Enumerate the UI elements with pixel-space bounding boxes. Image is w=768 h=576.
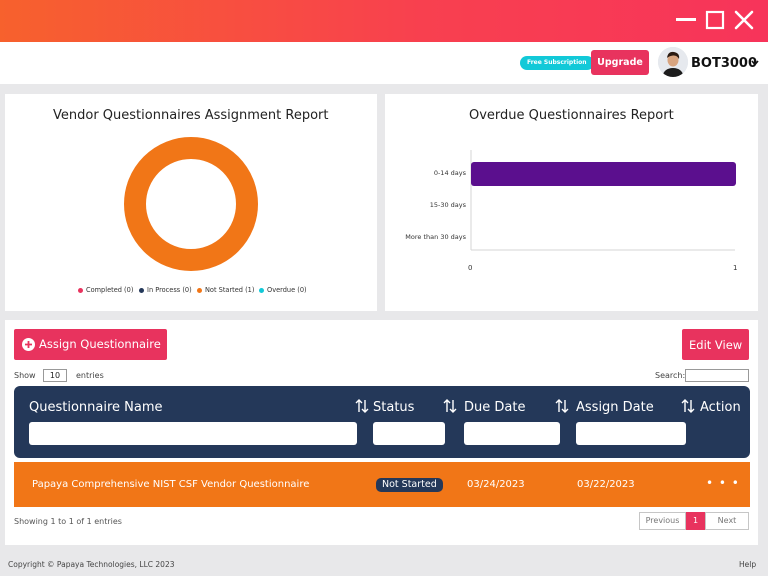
pagination-next[interactable]: Next bbox=[705, 512, 749, 530]
column-header-status[interactable]: Status bbox=[373, 400, 415, 415]
table-info: Showing 1 to 1 of 1 entries bbox=[14, 517, 122, 526]
legend-label: In Process (0) bbox=[147, 286, 192, 294]
assign-date-filter-input[interactable] bbox=[576, 422, 686, 445]
x-tick-label: 0 bbox=[468, 264, 473, 272]
entries-select[interactable]: 10 bbox=[43, 369, 67, 382]
maximize-icon[interactable] bbox=[702, 8, 728, 34]
sort-icon[interactable] bbox=[355, 398, 369, 414]
sort-icon[interactable] bbox=[443, 398, 457, 414]
column-header-assign-date[interactable]: Assign Date bbox=[576, 400, 654, 415]
upgrade-button[interactable]: Upgrade bbox=[591, 50, 649, 75]
user-avatar-icon bbox=[658, 47, 688, 77]
show-label: Show bbox=[14, 371, 36, 380]
minimize-icon[interactable] bbox=[673, 8, 699, 34]
copyright-text: Copyright © Papaya Technologies, LLC 202… bbox=[8, 560, 175, 569]
search-input[interactable] bbox=[685, 369, 749, 382]
status-badge: Not Started bbox=[376, 478, 443, 492]
y-tick-label: 0-14 days bbox=[433, 169, 466, 177]
username[interactable]: BOT3000 bbox=[691, 56, 758, 71]
chevron-down-icon[interactable] bbox=[750, 58, 760, 68]
legend-dot bbox=[197, 287, 202, 293]
due-date-filter-input[interactable] bbox=[464, 422, 560, 445]
legend-label: Completed (0) bbox=[86, 286, 134, 294]
overdue-bar-svg bbox=[470, 150, 736, 251]
legend-dot bbox=[259, 287, 264, 293]
sort-icon[interactable] bbox=[555, 398, 569, 414]
legend-dot bbox=[139, 287, 144, 293]
column-header-due-date[interactable]: Due Date bbox=[464, 400, 526, 415]
x-tick-label: 1 bbox=[733, 264, 738, 272]
y-tick-label: More than 30 days bbox=[405, 233, 466, 241]
entries-label: entries bbox=[76, 371, 104, 380]
pagination-page-1[interactable]: 1 bbox=[686, 512, 705, 530]
legend-item-completed[interactable]: Completed (0) bbox=[78, 286, 133, 294]
donut-slice-not-started[interactable] bbox=[124, 137, 258, 271]
legend-dot bbox=[78, 287, 83, 293]
overdue-report-card bbox=[385, 94, 758, 311]
free-subscription-badge: Free Subscription bbox=[520, 56, 594, 70]
top-bar: Free Subscription Upgrade BOT3000 bbox=[0, 42, 768, 84]
edit-view-label: Edit View bbox=[689, 338, 743, 352]
column-header-action: Action bbox=[700, 400, 741, 415]
close-icon[interactable] bbox=[731, 8, 757, 34]
due-date-cell: 03/24/2023 bbox=[467, 479, 525, 490]
column-header-name[interactable]: Questionnaire Name bbox=[29, 400, 163, 415]
legend-label: Overdue (0) bbox=[267, 286, 307, 294]
avatar[interactable] bbox=[658, 47, 688, 77]
plus-circle-icon bbox=[22, 338, 35, 351]
legend-item-in-process[interactable]: In Process (0) bbox=[139, 286, 192, 294]
assignment-donut-chart bbox=[124, 137, 258, 271]
y-tick-label: 15-30 days bbox=[429, 201, 466, 209]
legend-item-overdue[interactable]: Overdue (0) bbox=[259, 286, 307, 294]
window-titlebar bbox=[0, 0, 768, 42]
name-filter-input[interactable] bbox=[29, 422, 357, 445]
bar-0-14-days[interactable] bbox=[471, 162, 736, 186]
search-label: Search: bbox=[655, 371, 686, 380]
sort-icon[interactable] bbox=[681, 398, 695, 414]
assignment-report-card bbox=[5, 94, 377, 311]
help-link[interactable]: Help bbox=[739, 560, 757, 569]
legend-item-not-started[interactable]: Not Started (1) bbox=[197, 286, 254, 294]
row-action-menu[interactable]: • • • bbox=[706, 476, 740, 490]
legend-label: Not Started (1) bbox=[205, 286, 255, 294]
assign-date-cell: 03/22/2023 bbox=[577, 479, 635, 490]
questionnaire-name-cell[interactable]: Papaya Comprehensive NIST CSF Vendor Que… bbox=[32, 479, 310, 490]
edit-view-button[interactable]: Edit View bbox=[682, 329, 749, 360]
footer bbox=[0, 555, 768, 576]
overdue-report-title: Overdue Questionnaires Report bbox=[469, 108, 674, 123]
status-filter-input[interactable] bbox=[373, 422, 445, 445]
assign-questionnaire-label: Assign Questionnaire bbox=[39, 337, 161, 351]
assignment-report-title: Vendor Questionnaires Assignment Report bbox=[53, 108, 329, 123]
assign-questionnaire-button[interactable]: Assign Questionnaire bbox=[14, 329, 167, 360]
pagination-previous[interactable]: Previous bbox=[639, 512, 686, 530]
